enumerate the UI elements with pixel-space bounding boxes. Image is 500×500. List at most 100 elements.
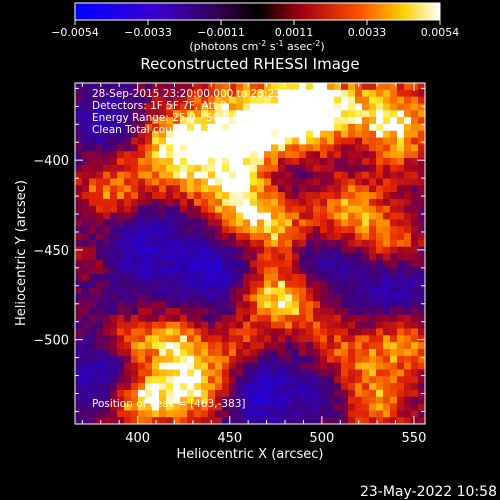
heatmap-cell [292,110,300,118]
heatmap-cell [152,396,160,405]
heatmap-cell [159,233,167,241]
heatmap-cell [173,144,181,152]
heatmap-cell [264,273,272,282]
heatmap-cell [201,253,209,261]
heatmap-cell [194,376,202,384]
heatmap-cell [159,205,167,214]
heatmap-cell [96,137,104,145]
heatmap-cell [187,376,195,384]
heatmap-cell [341,314,349,323]
heatmap-cell [124,164,132,173]
heatmap-cell [285,233,293,241]
heatmap-cell [222,321,230,330]
x-tick-label: 400 [125,431,150,446]
heatmap-cell [376,396,384,405]
heatmap-cell [75,158,83,166]
heatmap-cell [194,246,202,254]
heatmap-cell [341,362,349,370]
heatmap-cell [257,226,265,234]
heatmap-cell [229,335,237,343]
heatmap-cell [166,219,174,227]
colorbar-tick-label: −0.0011 [197,26,245,39]
heatmap-cell [96,219,104,227]
heatmap-cell [348,253,356,261]
heatmap-cell [376,362,384,370]
heatmap-cell [341,137,349,145]
heatmap-cell [180,185,188,193]
heatmap-cell [404,355,412,364]
heatmap-cell [292,171,300,179]
heatmap-cell [313,246,321,254]
heatmap-cell [145,376,153,384]
heatmap-cell [278,198,286,207]
heatmap-cell [299,267,307,275]
heatmap-cell [215,117,223,125]
heatmap-cell [313,185,321,193]
heatmap-cell [362,308,370,316]
heatmap-cell [124,355,132,364]
heatmap-cell [278,226,286,234]
heatmap-cell [138,253,146,261]
heatmap-cell [194,144,202,152]
heatmap-cell [264,110,272,118]
heatmap-cell [208,260,216,268]
heatmap-cell [82,144,90,152]
heatmap-cell [271,335,279,343]
heatmap-cell [131,301,139,309]
heatmap-cell [75,171,83,179]
heatmap-cell [131,96,139,104]
heatmap-cell [173,178,181,186]
heatmap-cell [257,403,265,411]
heatmap-cell [180,246,188,254]
heatmap-cell [313,89,321,98]
heatmap-cell [418,342,425,350]
heatmap-cell [271,389,279,398]
heatmap-cell [124,239,132,248]
heatmap-cell [236,301,244,309]
heatmap-cell [145,123,153,132]
heatmap-cell [222,205,230,214]
heatmap-cell [159,260,167,268]
heatmap-cell [390,335,398,343]
heatmap-cell [285,253,293,261]
heatmap-cell [222,137,230,145]
heatmap-cell [299,328,307,336]
heatmap-cell [383,376,391,384]
x-tick-label: 450 [217,431,242,446]
heatmap-cell [418,158,425,166]
heatmap-cell [229,164,237,173]
heatmap-cell [124,260,132,268]
heatmap-cell [285,89,293,98]
heatmap-cell [131,239,139,248]
heatmap-cell [418,314,425,323]
heatmap-cell [110,355,118,364]
heatmap-cell [166,348,174,357]
heatmap-cell [103,308,111,316]
heatmap-cell [117,219,125,227]
heatmap-cell [166,376,174,384]
heatmap-cell [376,103,384,111]
heatmap-cell [145,301,153,309]
heatmap-cell [369,137,377,145]
heatmap-cell [250,205,258,214]
heatmap-cell [418,253,425,261]
heatmap-cell [166,110,174,118]
heatmap-cell [173,158,181,166]
heatmap-cell [145,383,153,391]
heatmap-cell [110,389,118,398]
heatmap-cell [187,260,195,268]
heatmap-cell [327,226,335,234]
heatmap-cell [362,355,370,364]
heatmap-cell [166,355,174,364]
heatmap-cell [187,198,195,207]
heatmap-cell [418,96,425,104]
heatmap-cell [348,198,356,207]
heatmap-cell [166,185,174,193]
heatmap-cell [397,335,405,343]
heatmap-cell [96,103,104,111]
heatmap-cell [222,267,230,275]
heatmap-cell [103,198,111,207]
heatmap-cell [208,383,216,391]
heatmap-cell [194,308,202,316]
heatmap-cell [369,342,377,350]
